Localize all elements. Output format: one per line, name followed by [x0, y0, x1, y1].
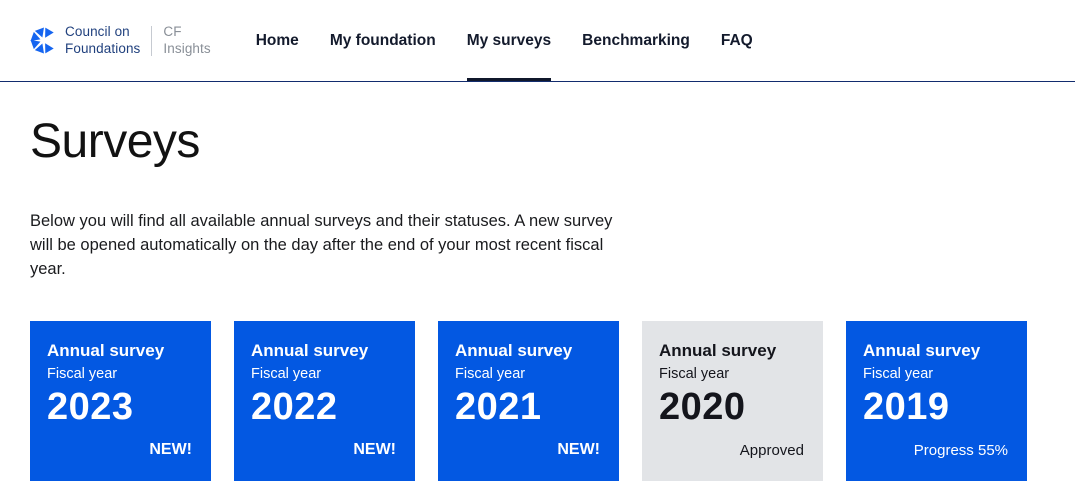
survey-card-2023[interactable]: Annual survey Fiscal year 2023 NEW! — [30, 321, 211, 481]
nav-item-home[interactable]: Home — [255, 31, 299, 49]
card-status-badge: NEW! — [557, 441, 600, 458]
card-year: 2022 — [251, 386, 338, 428]
card-year: 2019 — [863, 386, 950, 428]
card-title: Annual survey — [251, 341, 369, 360]
card-year: 2023 — [47, 386, 134, 428]
survey-card-2021[interactable]: Annual survey Fiscal year 2021 NEW! — [438, 321, 619, 481]
card-status-badge: NEW! — [149, 441, 192, 458]
council-on-foundations-logo-icon — [30, 27, 54, 54]
survey-card-2022[interactable]: Annual survey Fiscal year 2022 NEW! — [234, 321, 415, 481]
logo-product-name: CF Insights — [163, 24, 210, 57]
card-title: Annual survey — [659, 341, 777, 360]
logo-org-line1: Council on — [65, 24, 130, 40]
card-subtitle: Fiscal year — [863, 366, 934, 382]
card-subtitle: Fiscal year — [251, 366, 322, 382]
logo-divider — [151, 25, 153, 56]
intro-text: Below you will find all available annual… — [30, 212, 613, 278]
header: Council on Foundations CF Insights Home … — [0, 0, 1075, 82]
card-title: Annual survey — [863, 341, 981, 360]
nav-item-my-foundation[interactable]: My foundation — [329, 31, 436, 49]
logo-org-name: Council on Foundations — [65, 24, 140, 57]
nav-item-benchmarking[interactable]: Benchmarking — [582, 31, 690, 49]
card-status-badge: Approved — [739, 442, 804, 459]
card-status-badge: NEW! — [353, 441, 396, 458]
card-title: Annual survey — [47, 341, 165, 360]
card-subtitle: Fiscal year — [47, 366, 118, 382]
card-year: 2020 — [659, 386, 746, 428]
survey-card-2019[interactable]: Annual survey Fiscal year 2019 Progress … — [846, 321, 1027, 481]
nav-item-faq[interactable]: FAQ — [720, 31, 753, 49]
card-title: Annual survey — [455, 341, 573, 360]
survey-cards-row: Annual survey Fiscal year 2023 NEW! Annu… — [30, 321, 1045, 481]
logo-product-line2: Insights — [163, 40, 211, 56]
card-year: 2021 — [455, 386, 542, 428]
nav-item-my-surveys[interactable]: My surveys — [466, 0, 552, 81]
card-status-badge: Progress 55% — [913, 442, 1008, 459]
logo-product-line1: CF — [163, 24, 182, 40]
page-title: Surveys — [30, 115, 200, 168]
card-subtitle: Fiscal year — [455, 366, 526, 382]
main-content: Surveys Below you will find all availabl… — [0, 114, 1075, 481]
main-nav: Home My foundation My surveys Benchmarki… — [256, 0, 753, 81]
logo[interactable]: Council on Foundations CF Insights — [30, 0, 211, 81]
logo-org-line2: Foundations — [65, 40, 141, 56]
survey-card-2020[interactable]: Annual survey Fiscal year 2020 Approved — [642, 321, 823, 481]
card-subtitle: Fiscal year — [659, 366, 730, 382]
